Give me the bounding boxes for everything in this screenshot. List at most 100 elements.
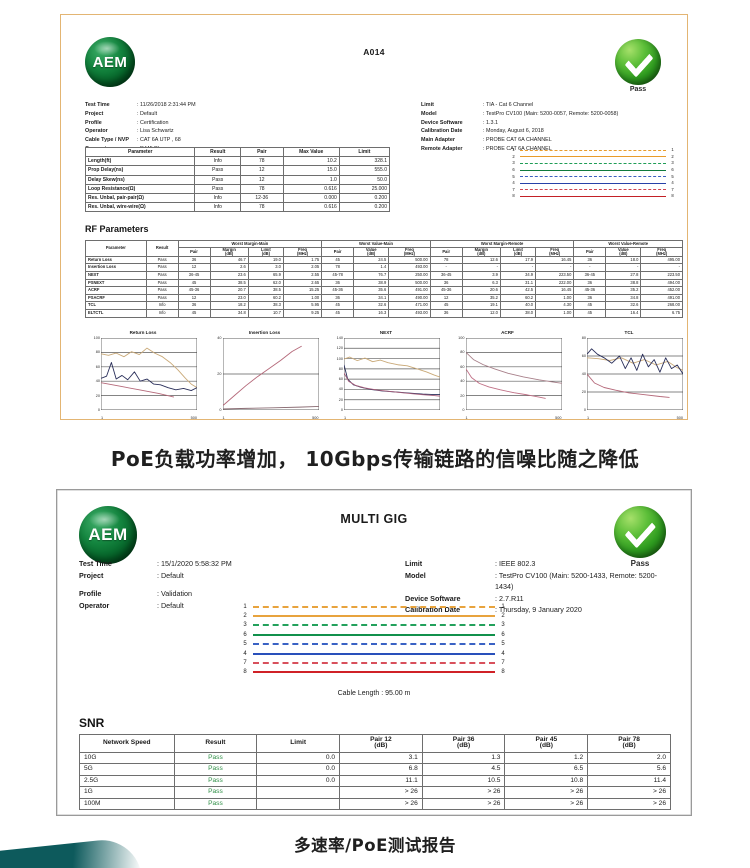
info-row: Profile: Validation <box>79 589 193 599</box>
wire-line <box>253 624 495 627</box>
summary-table: Parameter Result Pair Max Value Limit Le… <box>84 146 391 213</box>
table-cell: 76.7 <box>353 270 390 280</box>
y-axis-tick: 0 <box>583 408 586 412</box>
table-row: 10G Pass 0.0 3.1 1.3 1.2 2.0 <box>79 751 671 764</box>
table-cell: 12 <box>429 293 463 303</box>
pin-number-left: 6 <box>243 631 247 638</box>
table-cell: - <box>640 263 683 272</box>
table-row: Length(ft) Info 78 10.2 328.1 <box>84 156 391 167</box>
table-cell: 35.2 <box>461 293 501 303</box>
table-cell: 12 <box>240 174 284 185</box>
table-cell: 45-36 <box>177 286 211 295</box>
report-title: MULTI GIG <box>340 512 408 526</box>
wire-line <box>520 182 666 184</box>
col-max-value: Max Value <box>282 146 340 158</box>
col-limit-db: Limit (dB) <box>247 247 284 257</box>
table-cell: 20.7 <box>209 286 249 295</box>
info-row: Main Adapter: PROBE CAT 6A CHANNEL <box>421 137 552 143</box>
report-title: A014 <box>363 47 385 57</box>
table-header-row: Parameter Result Pair Max Value Limit <box>84 146 391 158</box>
chart-title: TCL <box>624 330 634 335</box>
pin-number-right: 3 <box>671 160 674 166</box>
table-cell: 328.1 <box>338 156 391 167</box>
result-cell: Pass <box>173 797 258 810</box>
table-cell: 5G <box>79 763 175 776</box>
table-cell: 40.0 <box>499 301 537 310</box>
pin-number-left: 5 <box>512 173 515 179</box>
table-cell: Res. Unbal, pair-pair(Ω) <box>84 193 196 204</box>
table-cell: 36 <box>321 278 355 288</box>
pin-number-left: 7 <box>243 660 247 667</box>
table-cell: 35.2 <box>605 286 642 295</box>
table-cell: 0.616 <box>282 183 340 195</box>
y-axis-tick: 80 <box>338 366 343 371</box>
col-limit: Limit <box>256 734 341 753</box>
table-cell: 46.7 <box>209 255 249 265</box>
info-row: Device Software: 2.7.R11 <box>405 593 524 603</box>
caption-middle: PoE负载功率增加， 10Gbps传输链路的信噪比随之降低 <box>110 447 640 471</box>
table-cell: 16.4 <box>605 308 642 318</box>
table-cell: 493.00 <box>388 263 431 272</box>
pin-number-right: 7 <box>671 186 674 192</box>
y-axis-tick: 60 <box>581 354 586 358</box>
y-axis-tick: 60 <box>338 377 343 382</box>
col-parameter: Parameter <box>84 146 196 158</box>
table-cell: Pass <box>145 293 179 303</box>
table-cell: 223.50 <box>535 270 575 280</box>
table-cell: 32.6 <box>605 301 642 310</box>
table-cell: > 26 <box>339 797 423 810</box>
group-worst-margin-remote: Worst Margin-Remote <box>429 240 575 248</box>
y-axis-tick: 100 <box>93 336 100 340</box>
table-cell: TCL <box>85 301 147 310</box>
col-freq-mhz: Freq (MHz) <box>640 247 683 257</box>
table-group-header-row: Parameter Result Worst Margin-Main Worst… <box>85 240 683 257</box>
group-worst-value-main: Worst Value-Main <box>321 240 431 248</box>
table-header-row: Network Speed Result Limit Pair 12 (dB) Pair … <box>79 734 671 753</box>
wire-line <box>253 633 495 636</box>
y-axis-tick: 120 <box>336 346 343 351</box>
table-row: Res. Unbal, wire-wire(Ω) Info 78 0.616 0.200 <box>84 202 391 213</box>
table-cell: 6.3 <box>461 278 501 288</box>
table-cell: 38.8 <box>605 278 642 288</box>
y-axis-tick: 40 <box>581 372 586 376</box>
table-cell: > 26 <box>504 797 589 810</box>
table-cell: PSACRF <box>85 293 147 303</box>
col-value-db: Value (dB) <box>353 247 390 257</box>
table-cell: 45-36 <box>573 286 607 295</box>
table-cell: 16.45 <box>535 255 575 265</box>
table-row: ACRF Pass 45-36 20.7 38.5 15.25 45-36 35.6 491.0… <box>85 286 683 295</box>
pin-number-left: 1 <box>512 147 515 153</box>
pin-number-right: 4 <box>501 650 505 657</box>
pin-number-left: 4 <box>243 650 247 657</box>
table-cell: 36 <box>177 301 211 310</box>
table-cell: 1G <box>79 786 175 799</box>
report-card-certification: AEM A014 Pass Test Time: 11/26/2018 2:31… <box>60 14 688 420</box>
table-cell: 18.2 <box>209 301 249 310</box>
table-cell: 65.9 <box>247 270 284 280</box>
info-row: Operator: Lisa Schwartz <box>85 128 174 135</box>
table-cell: 38.5 <box>209 278 249 288</box>
rf-parameters-heading: RF Parameters <box>85 224 149 234</box>
table-row: TCL Info 36 18.2 38.3 5.95 45 32.6 471.00 45 19.1 4… <box>85 301 683 310</box>
table-cell: 45 <box>321 301 355 310</box>
table-cell: 38.0 <box>499 308 537 318</box>
table-cell: 38.5 <box>247 286 284 295</box>
table-cell <box>256 786 341 799</box>
table-row: NEXT Pass 36-45 23.6 65.9 2.55 45-78 76.7 250.00… <box>85 270 683 280</box>
table-cell: 452.00 <box>640 286 683 295</box>
table-cell: 5.6 <box>587 763 671 776</box>
table-cell: 0.0 <box>256 751 341 764</box>
table-cell: 34.9 <box>499 270 537 280</box>
table-cell: 16.45 <box>535 286 575 295</box>
table-row: Loop Resistance(Ω) Pass 78 0.616 25.000 <box>84 183 391 195</box>
x-axis-tick: 1 <box>465 416 468 420</box>
col-result: Result <box>145 240 179 257</box>
table-cell: 45-36 <box>429 286 463 295</box>
info-row: Profile: Certification <box>85 119 169 126</box>
status-badge-label: Pass <box>630 559 650 568</box>
col-result: Result <box>173 734 258 753</box>
table-cell: 25.000 <box>338 183 391 195</box>
chart-title: ACRF <box>501 330 514 335</box>
